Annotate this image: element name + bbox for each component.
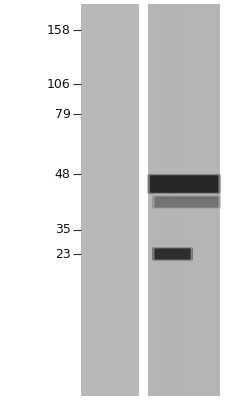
- Bar: [199, 4, 200, 396]
- FancyBboxPatch shape: [152, 194, 219, 210]
- FancyBboxPatch shape: [152, 195, 219, 209]
- FancyBboxPatch shape: [152, 194, 219, 210]
- Bar: [134, 4, 135, 396]
- FancyBboxPatch shape: [152, 246, 191, 262]
- FancyBboxPatch shape: [152, 194, 219, 210]
- FancyBboxPatch shape: [147, 174, 220, 194]
- Bar: [178, 4, 180, 396]
- FancyBboxPatch shape: [151, 248, 192, 260]
- FancyBboxPatch shape: [147, 174, 220, 194]
- FancyBboxPatch shape: [154, 196, 217, 208]
- FancyBboxPatch shape: [152, 196, 220, 209]
- FancyBboxPatch shape: [152, 247, 192, 261]
- Bar: [92, 4, 94, 396]
- FancyBboxPatch shape: [148, 173, 219, 195]
- Bar: [108, 4, 109, 396]
- Text: 48: 48: [54, 168, 70, 180]
- Bar: [202, 4, 204, 396]
- Bar: [136, 4, 137, 396]
- Bar: [177, 4, 178, 396]
- FancyBboxPatch shape: [152, 195, 220, 209]
- FancyBboxPatch shape: [147, 174, 219, 194]
- Bar: [167, 4, 169, 396]
- FancyBboxPatch shape: [152, 247, 192, 261]
- Bar: [195, 4, 196, 396]
- Bar: [81, 4, 138, 396]
- Bar: [109, 4, 111, 396]
- FancyBboxPatch shape: [152, 246, 191, 262]
- Bar: [198, 4, 200, 396]
- Bar: [170, 4, 171, 396]
- Text: 35: 35: [54, 224, 70, 236]
- FancyBboxPatch shape: [147, 174, 220, 194]
- Bar: [181, 4, 184, 396]
- Bar: [148, 4, 219, 396]
- Bar: [85, 4, 87, 396]
- Text: 106: 106: [47, 78, 70, 90]
- FancyBboxPatch shape: [154, 248, 190, 260]
- Bar: [160, 4, 163, 396]
- FancyBboxPatch shape: [148, 173, 219, 195]
- FancyBboxPatch shape: [152, 246, 192, 262]
- Bar: [133, 4, 134, 396]
- Text: 23: 23: [55, 248, 70, 260]
- Bar: [133, 4, 134, 396]
- FancyBboxPatch shape: [148, 173, 219, 195]
- Bar: [217, 4, 219, 396]
- Text: 79: 79: [54, 108, 70, 120]
- FancyBboxPatch shape: [151, 196, 220, 208]
- FancyBboxPatch shape: [152, 247, 192, 261]
- Bar: [122, 4, 125, 396]
- Bar: [124, 4, 126, 396]
- Bar: [216, 4, 218, 396]
- FancyBboxPatch shape: [149, 175, 217, 193]
- Text: 158: 158: [47, 24, 70, 36]
